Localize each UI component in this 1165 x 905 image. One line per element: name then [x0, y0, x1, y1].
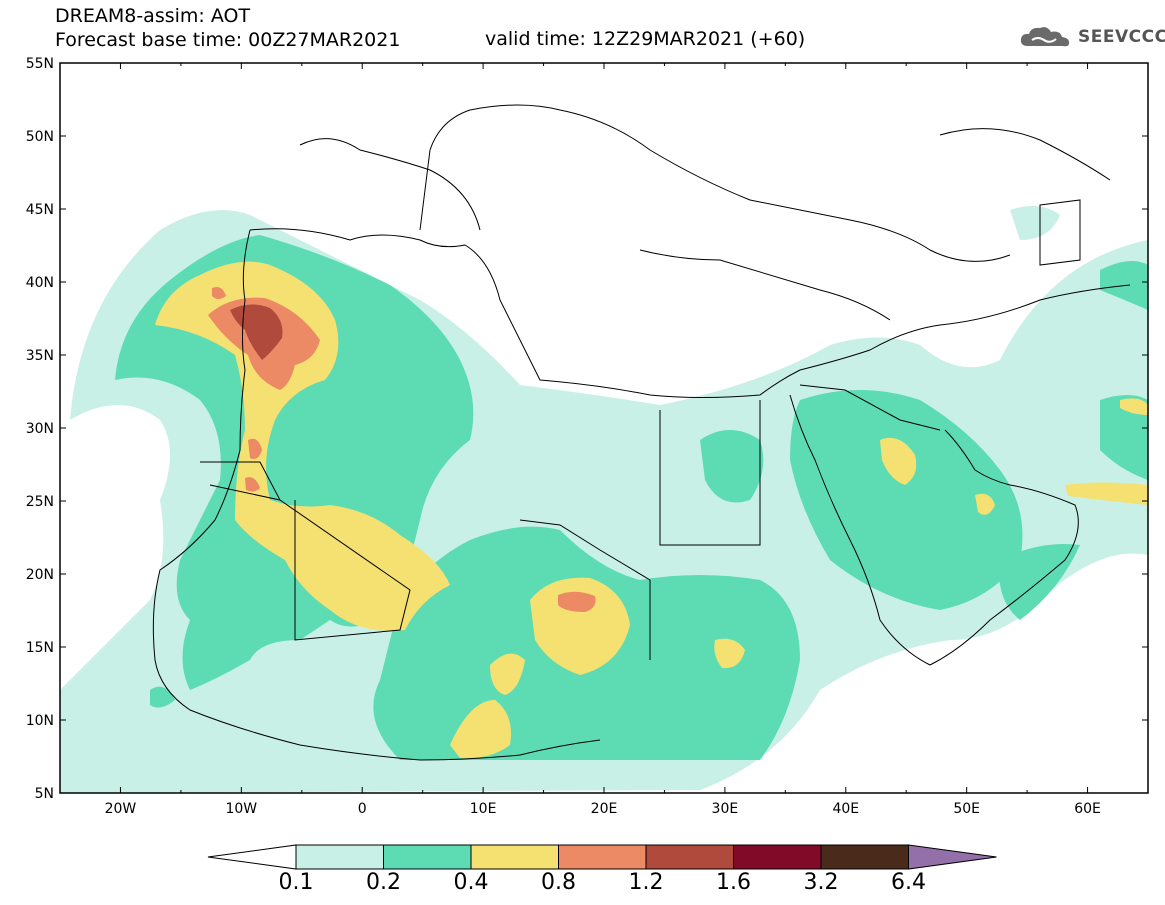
colorbar-level-label: 0.4: [453, 870, 489, 895]
lat-tick-label: 55N: [26, 56, 54, 72]
lon-tick-label: 50E: [953, 801, 980, 817]
valid-time: valid time: 12Z29MAR2021 (+60): [485, 28, 806, 50]
colorbar-swatch: [470, 844, 559, 870]
colorbar-swatch: [383, 844, 472, 870]
title-block: DREAM8-assim: AOT Forecast base time: 00…: [55, 4, 400, 52]
coastlines: [152, 104, 1131, 761]
colorbar: [207, 844, 997, 870]
colorbar-swatch: [820, 844, 909, 870]
lon-tick-label: 30E: [712, 801, 739, 817]
lon-tick-label: 0: [358, 801, 367, 817]
lon-tick-label: 10E: [470, 801, 497, 817]
colorbar-level-label: 0.2: [366, 870, 401, 895]
lat-tick-label: 5N: [35, 786, 54, 802]
colorbar-level-label: 1.6: [716, 870, 751, 895]
lon-tick-label: 40E: [832, 801, 859, 817]
lat-tick-label: 50N: [26, 129, 54, 145]
cloud-icon: [1020, 27, 1070, 47]
colorbar-swatch: [558, 844, 647, 870]
colorbar-level-label: 6.4: [891, 870, 926, 895]
lon-tick-label: 20E: [591, 801, 618, 817]
lon-tick-label: 60E: [1074, 801, 1101, 817]
title-line-2: Forecast base time: 00Z27MAR2021: [55, 29, 401, 51]
axis-ticks: 20W 10W 0 10E 20E 30E 40E 50E 60E 5N 10N 15N 20N 25N 3…: [26, 56, 1149, 817]
lon-tick-label: 20W: [105, 801, 137, 817]
colorbar-level-label: 1.2: [628, 870, 664, 895]
colorbar-level-label: 0.8: [541, 870, 576, 895]
colorbar-level-label: 0.1: [278, 870, 314, 895]
aot-contours: [60, 206, 1148, 793]
colorbar-swatch: [733, 844, 822, 870]
lat-tick-label: 15N: [26, 640, 54, 656]
lat-tick-label: 35N: [26, 348, 54, 364]
lat-tick-label: 45N: [26, 202, 54, 218]
lat-tick-label: 30N: [26, 421, 54, 437]
colorbar-level-label: 3.2: [803, 870, 839, 895]
lat-tick-label: 40N: [26, 275, 54, 291]
colorbar-swatch: [295, 844, 384, 870]
lat-tick-label: 10N: [26, 713, 54, 729]
colorbar-high-arrow: [908, 844, 997, 870]
colorbar-low-arrow: [207, 844, 297, 870]
lat-tick-label: 25N: [26, 494, 54, 510]
title-line-1: DREAM8-assim: AOT: [55, 5, 251, 27]
logo-text: SEEVCCC: [1078, 27, 1165, 47]
colorbar-swatch: [645, 844, 734, 870]
lon-tick-label: 10W: [225, 801, 257, 817]
lat-tick-label: 20N: [26, 567, 54, 583]
seevccc-logo: SEEVCCC: [1018, 24, 1165, 50]
